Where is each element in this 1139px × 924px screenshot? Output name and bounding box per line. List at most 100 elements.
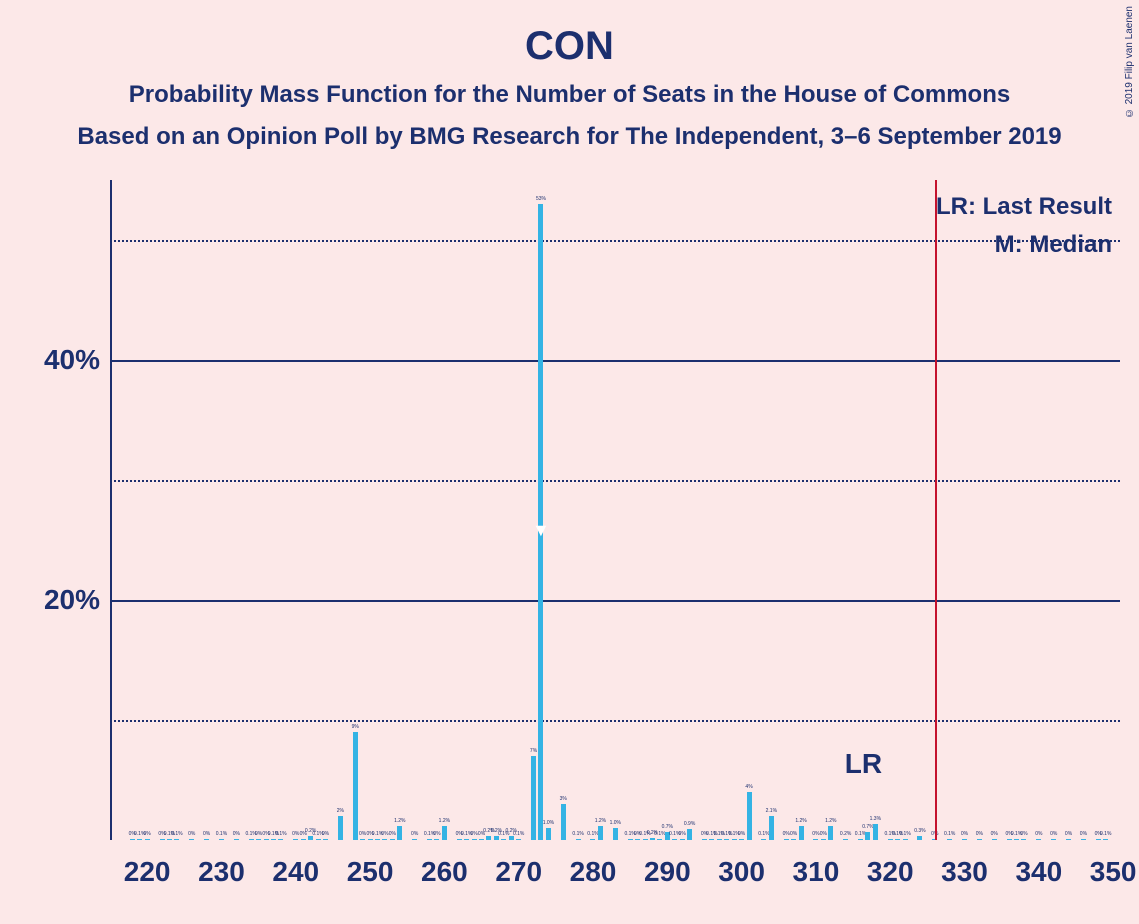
bar — [962, 839, 967, 840]
bar — [494, 836, 499, 840]
bar-value-label: 0% — [188, 831, 195, 837]
bar-value-label: 2.1% — [766, 808, 777, 814]
bar — [234, 839, 239, 840]
last-result-line — [935, 180, 937, 840]
bar — [464, 839, 469, 840]
bar — [1096, 839, 1101, 840]
bar — [657, 839, 662, 840]
bar — [204, 839, 209, 840]
bar — [732, 839, 737, 840]
bar-value-label: 0% — [1050, 831, 1057, 837]
y-axis-tick-label: 40% — [44, 344, 100, 376]
bar-value-label: 0% — [470, 831, 477, 837]
bar — [293, 839, 298, 840]
bar — [739, 839, 744, 840]
bar — [598, 826, 603, 840]
bar-value-label: 1.0% — [610, 820, 621, 826]
chart-subtitle-2: Based on an Opinion Poll by BMG Research… — [0, 123, 1139, 151]
bar — [338, 816, 343, 840]
bar-value-label: 0% — [976, 831, 983, 837]
chart-legend: LR: Last Result M: Median — [936, 188, 1112, 265]
x-axis-tick-label: 300 — [718, 856, 765, 888]
bar — [784, 839, 789, 840]
bar — [992, 839, 997, 840]
bar — [308, 836, 313, 840]
x-axis-tick-label: 270 — [495, 856, 542, 888]
bar-value-label: 1.0% — [543, 820, 554, 826]
bar-value-label: 0.9% — [684, 821, 695, 827]
bar-value-label: 0% — [389, 831, 396, 837]
bar — [472, 839, 477, 840]
bar — [799, 826, 804, 840]
bar — [769, 816, 774, 840]
bar-value-label: 1.3% — [870, 816, 881, 822]
y-axis-line — [110, 180, 112, 840]
bar — [256, 839, 261, 840]
bar — [828, 826, 833, 840]
bar — [546, 828, 551, 840]
chart-subtitle-1: Probability Mass Function for the Number… — [0, 81, 1139, 109]
bar-value-label: 0% — [322, 831, 329, 837]
bar — [858, 839, 863, 840]
bar — [353, 732, 358, 840]
bar-value-label: 1.2% — [825, 818, 836, 824]
gridline — [110, 600, 1120, 602]
bar — [278, 839, 283, 840]
bar-value-label: 0% — [1065, 831, 1072, 837]
bar — [843, 839, 848, 840]
bar — [702, 839, 707, 840]
bar — [219, 839, 224, 840]
bar-value-label: 0% — [292, 831, 299, 837]
x-axis-tick-label: 290 — [644, 856, 691, 888]
bar — [628, 839, 633, 840]
bar — [1036, 839, 1041, 840]
bar — [368, 839, 373, 840]
bar — [427, 839, 432, 840]
bar — [375, 839, 380, 840]
last-result-label: LR — [845, 748, 882, 780]
bar — [130, 839, 135, 840]
x-axis-tick-label: 220 — [124, 856, 171, 888]
bar — [509, 836, 514, 840]
bar-value-label: 0.1% — [275, 831, 286, 837]
gridline — [110, 720, 1120, 722]
bar — [145, 839, 150, 840]
bar — [947, 839, 952, 840]
bar-value-label: 0.1% — [216, 831, 227, 837]
bar — [813, 839, 818, 840]
bar — [1021, 839, 1026, 840]
bar — [167, 839, 172, 840]
bar-value-label: 0% — [790, 831, 797, 837]
bar-value-label: 0% — [783, 831, 790, 837]
bar — [1081, 839, 1086, 840]
bar-value-label: 0% — [203, 831, 210, 837]
bar-value-label: 0% — [433, 831, 440, 837]
bar — [316, 839, 321, 840]
bar — [717, 839, 722, 840]
bar-value-label: 0% — [820, 831, 827, 837]
x-axis-tick-label: 230 — [198, 856, 245, 888]
bar-value-label: 1.2% — [595, 818, 606, 824]
bar — [434, 839, 439, 840]
bar — [903, 839, 908, 840]
x-axis-tick-label: 350 — [1090, 856, 1137, 888]
bar-value-label: 0% — [738, 831, 745, 837]
bar-value-label: 7% — [530, 748, 537, 754]
bar-value-label: 0.3% — [914, 828, 925, 834]
bar-value-label: 3% — [560, 796, 567, 802]
bar — [479, 839, 484, 840]
bar — [1103, 839, 1108, 840]
x-axis-tick-label: 240 — [272, 856, 319, 888]
bar — [501, 839, 506, 840]
bar — [977, 839, 982, 840]
bar — [613, 828, 618, 840]
bar — [724, 839, 729, 840]
bar — [1066, 839, 1071, 840]
bar-value-label: 0% — [255, 831, 262, 837]
bar-value-label: 2% — [337, 808, 344, 814]
bar — [516, 839, 521, 840]
bar — [821, 839, 826, 840]
bar-value-label: 0% — [411, 831, 418, 837]
bar — [538, 204, 543, 840]
bar — [576, 839, 581, 840]
